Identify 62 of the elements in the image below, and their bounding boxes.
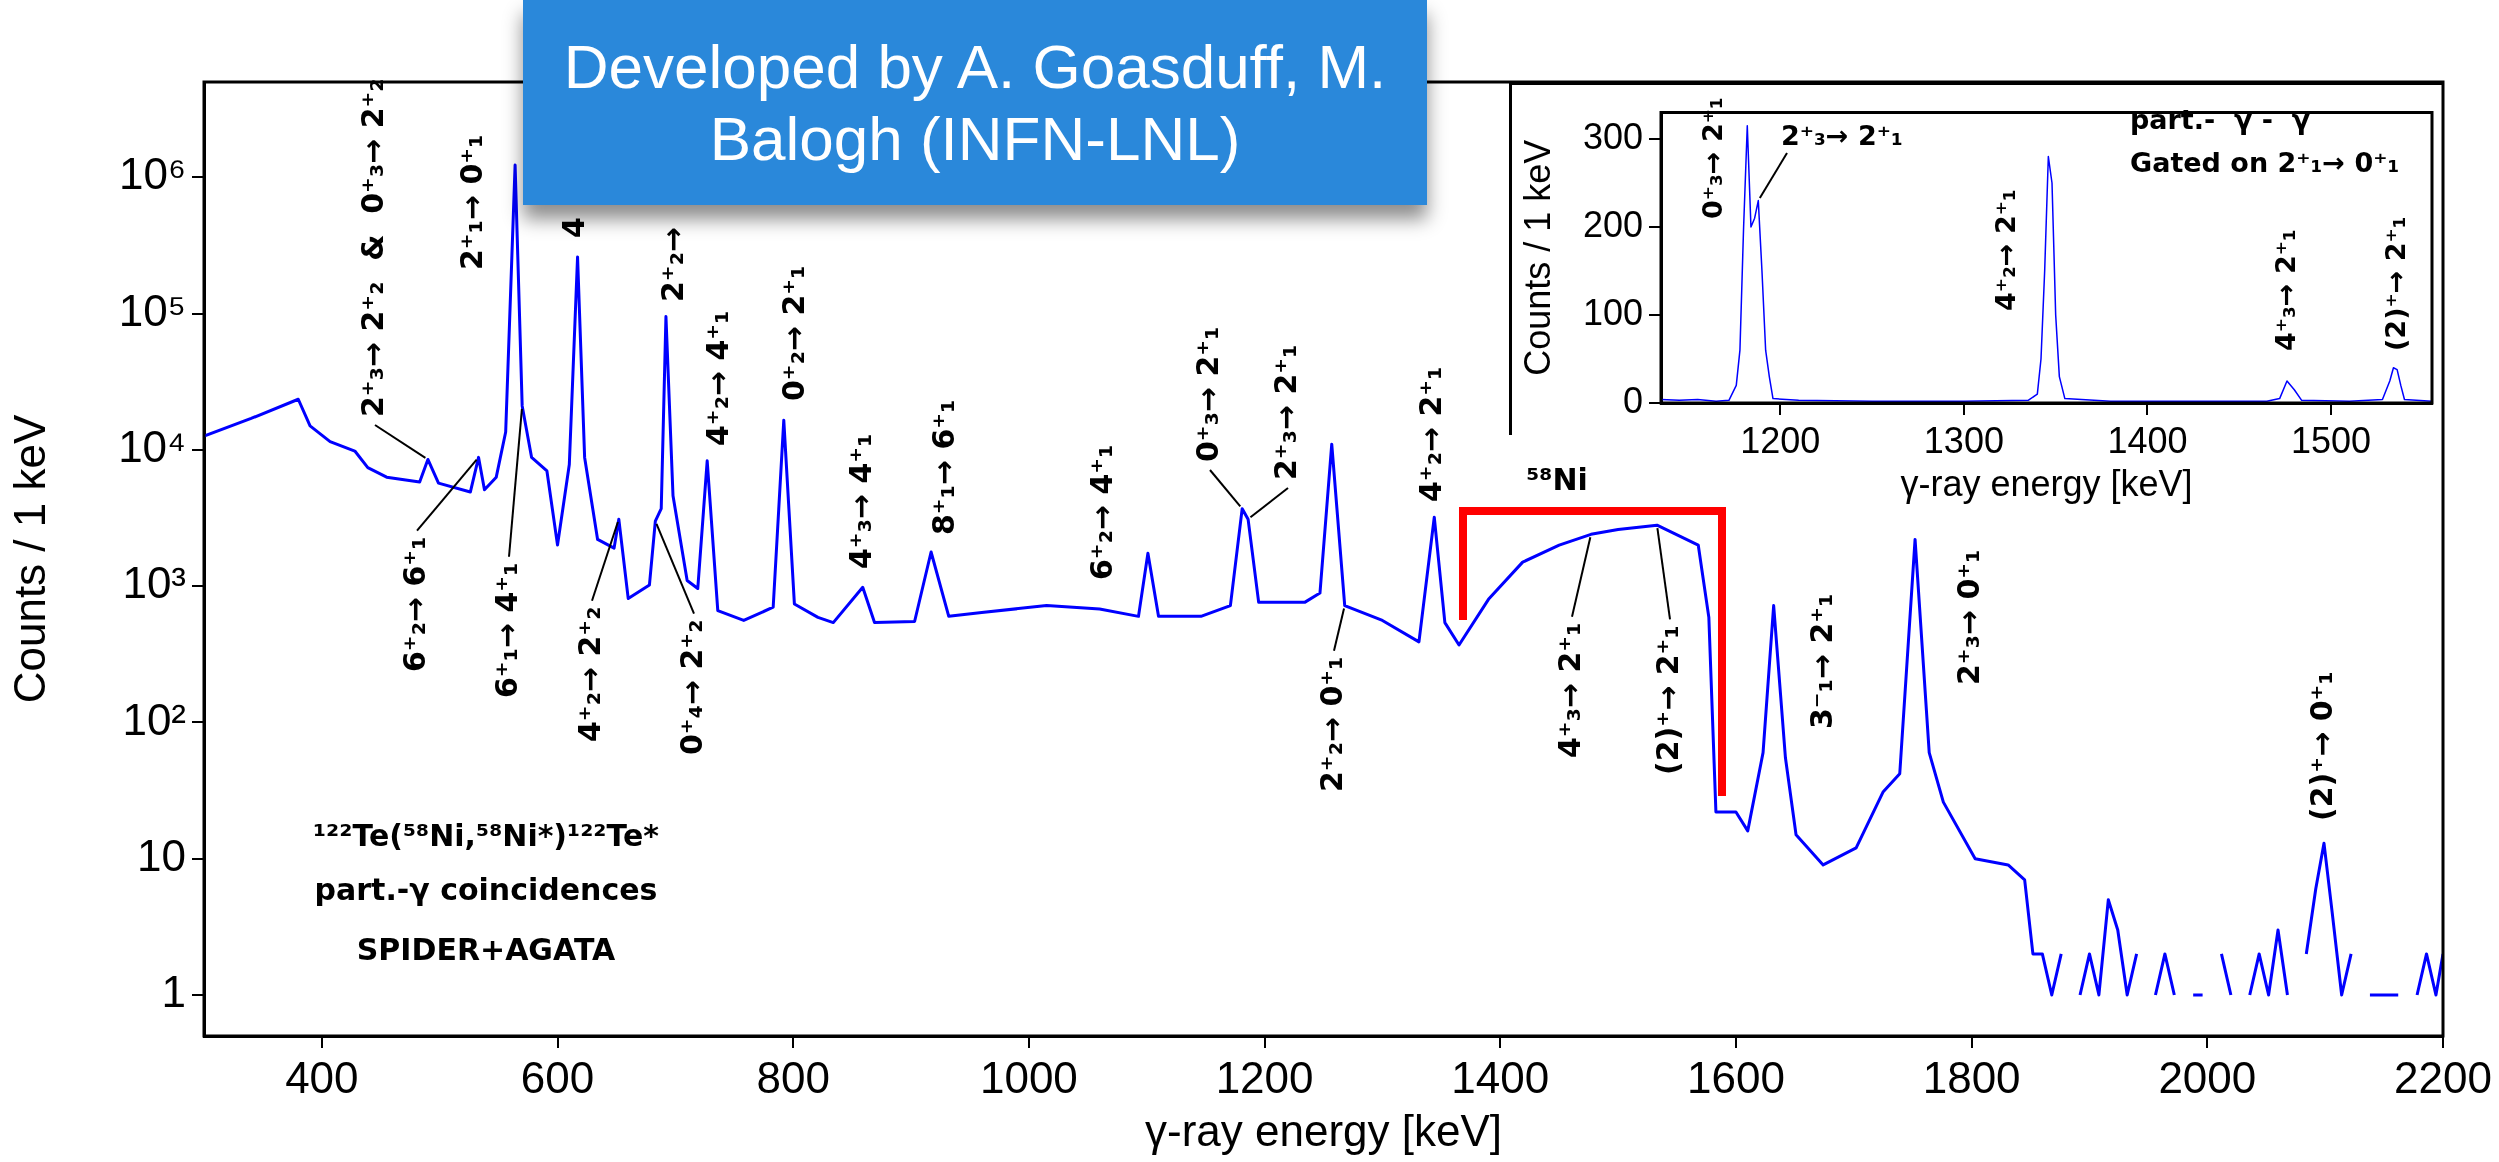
y-tick-label: 10: [137, 830, 186, 880]
x-tick-label: 2000: [2158, 1052, 2257, 1102]
annotation: 2⁺₃→ 2⁺₁: [1267, 344, 1303, 480]
x-tick-label: 1300: [1923, 419, 2004, 461]
annotation: 8⁺₁→ 6⁺₁: [925, 399, 961, 535]
annotation: SPIDER+AGATA: [356, 932, 617, 967]
annotation: Gated on 2⁺₁→ 0⁺₁: [2130, 147, 2400, 178]
y-tick-label: 10³: [122, 558, 186, 608]
y-tick-label: 200: [1582, 203, 1643, 245]
x-tick-label: 1200: [1740, 419, 1821, 461]
annotation: 6⁺₁→ 4⁺₁: [488, 562, 524, 698]
annotation: 0⁺₃→ 2⁺₁: [1697, 97, 1729, 219]
y-tick-label: 10²: [122, 694, 186, 744]
annotation: (2)⁺→ 2⁺₁: [2380, 216, 2412, 351]
annotation: 3⁻₁→ 2⁺₁: [1803, 593, 1839, 729]
y-tick-label: 1: [161, 967, 186, 1017]
annotation: ⁵⁸Ni: [1526, 462, 1588, 497]
annotation: 2⁺₃→ 2⁺₁: [1781, 120, 1903, 151]
annotation: 4⁺₂→ 2⁺₁: [1412, 366, 1448, 502]
y-axis-title: Counts / 1 keV: [4, 414, 54, 704]
x-tick-label: 1200: [1215, 1052, 1314, 1102]
x-tick-label: 400: [285, 1052, 359, 1102]
annotation: (2)⁺→ 0⁺₁: [2303, 671, 2339, 821]
annotation: 4⁺₃→ 2⁺₁: [2270, 229, 2302, 351]
annotation: 2⁺₁→ 0⁺₁: [453, 134, 489, 270]
x-tick-label: 2200: [2394, 1052, 2492, 1102]
x-tick-label: 1400: [1451, 1052, 1550, 1102]
y-tick-label: 0: [1622, 379, 1643, 421]
annotation: 2⁺₂→ 0⁺₁: [1313, 656, 1349, 792]
x-tick-label: 1000: [979, 1052, 1078, 1102]
annotation: 0⁺₄→ 2⁺₂: [673, 619, 709, 755]
annotation: part.-γ coincidences: [314, 872, 658, 907]
annotation: 4⁺₃→ 4⁺₁: [842, 433, 878, 569]
y-tick-label: 10⁵: [118, 285, 186, 335]
x-tick-label: 1800: [1922, 1052, 2021, 1102]
annotation: ¹²²Te(⁵⁸Ni,⁵⁸Ni*)¹²²Te*: [312, 818, 660, 853]
x-tick-label: 1500: [2290, 419, 2372, 461]
annotation: part.- γ - γ: [2130, 104, 2311, 135]
annotation: 2⁺₂→: [654, 227, 690, 302]
annotation: 4⁺₃→ 2⁺₁: [1551, 622, 1587, 758]
x-tick-label: 800: [756, 1052, 830, 1102]
y-tick-label: 10⁴: [118, 421, 186, 471]
annotation: 0⁺₂→ 2⁺₁: [775, 265, 811, 401]
y-tick-label: 100: [1582, 291, 1643, 333]
x-tick-label: 1600: [1687, 1052, 1785, 1102]
y-tick-label: 300: [1582, 115, 1643, 157]
annotation: 4⁺₂→ 2⁺₁: [1990, 189, 2022, 311]
annotation: 2⁺₃→ 0⁺₁: [1950, 549, 1986, 685]
annotation: 4⁺₂→ 2⁺₂: [571, 606, 607, 742]
annotation: (2)⁺→ 2⁺₁: [1649, 625, 1685, 775]
annotation: Developed by A. Goasduff, M. Balogh (INFN-LNL): [523, 0, 1427, 205]
x-axis-title: γ-ray energy [keV]: [1144, 1105, 1503, 1155]
y-axis-title: Counts / 1 keV: [1516, 139, 1558, 376]
annotation: 0⁺₃→ 2⁺₁: [1189, 326, 1225, 462]
annotation: 6⁺₂→ 4⁺₁: [1083, 444, 1119, 580]
annotation: 4: [555, 217, 591, 238]
annotation: 4⁺₂→ 4⁺₁: [699, 310, 735, 446]
x-axis-title: γ-ray energy [keV]: [1900, 463, 2193, 505]
x-tick-label: 600: [520, 1052, 595, 1102]
annotation: 6⁺₂→ 6⁺₁: [396, 536, 432, 672]
x-tick-label: 1400: [2107, 419, 2188, 461]
y-tick-label: 10⁶: [118, 149, 186, 199]
